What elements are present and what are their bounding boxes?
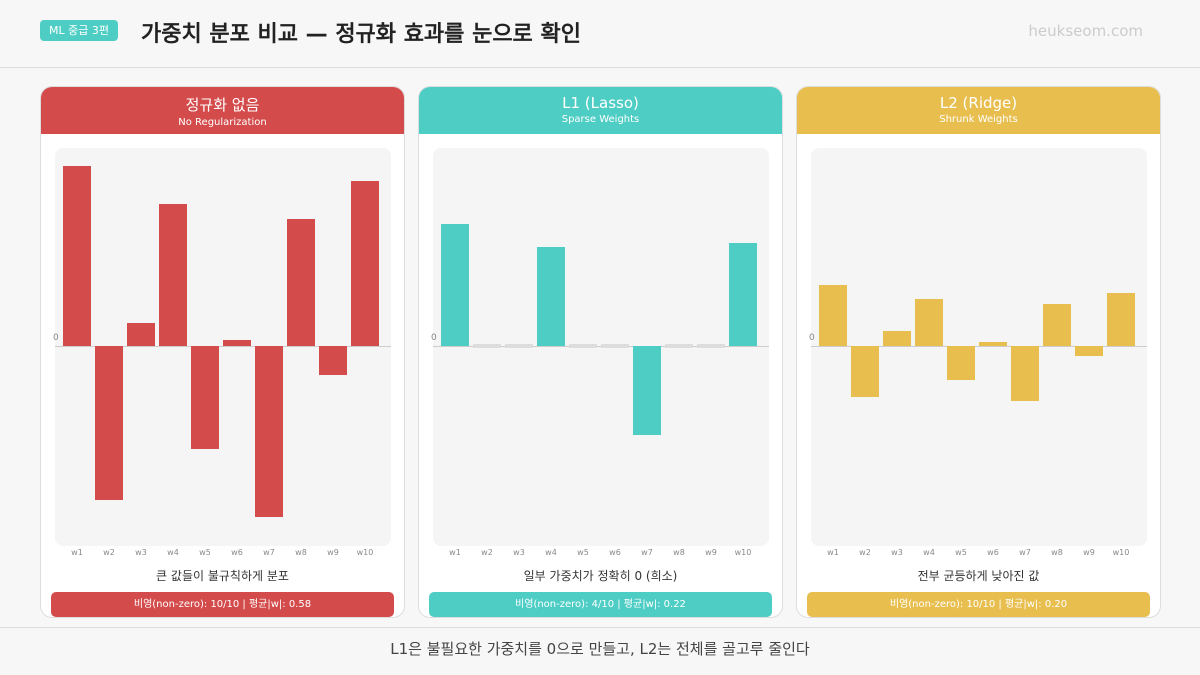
panel-title: 정규화 없음 bbox=[185, 96, 260, 114]
zero-line bbox=[55, 346, 391, 347]
panel-title: L1 (Lasso) bbox=[562, 94, 639, 112]
bar-w4 bbox=[159, 203, 187, 346]
bar-w8 bbox=[665, 344, 693, 348]
x-tick-label: w9 bbox=[705, 548, 717, 557]
site-watermark: heukseom.com bbox=[1028, 22, 1143, 40]
x-tick-label: w5 bbox=[955, 548, 967, 557]
bar-w5 bbox=[569, 344, 597, 348]
bar-w6 bbox=[223, 340, 251, 346]
x-tick-label: w2 bbox=[859, 548, 871, 557]
x-tick-label: w8 bbox=[295, 548, 307, 557]
x-tick-label: w9 bbox=[327, 548, 339, 557]
x-tick-label: w6 bbox=[231, 548, 243, 557]
panel-header: 정규화 없음 No Regularization bbox=[41, 87, 404, 134]
zero-tick-label: 0 bbox=[431, 333, 437, 343]
x-tick-label: w6 bbox=[987, 548, 999, 557]
x-tick-label: w9 bbox=[1083, 548, 1095, 557]
bar-w5 bbox=[947, 346, 975, 381]
panel-subtitle: No Regularization bbox=[178, 117, 267, 128]
panel-subtitle: Sparse Weights bbox=[561, 114, 640, 125]
bar-w3 bbox=[883, 330, 911, 346]
stat-bar: 비영(non-zero): 10/10 | 평균|w|: 0.20 bbox=[807, 592, 1150, 617]
x-tick-label: w5 bbox=[199, 548, 211, 557]
bar-w10 bbox=[729, 243, 757, 346]
bar-w1 bbox=[63, 165, 91, 346]
panel-header: L1 (Lasso) Sparse Weights bbox=[419, 87, 782, 134]
x-tick-label: w10 bbox=[1112, 548, 1130, 557]
x-tick-label: w2 bbox=[481, 548, 493, 557]
x-tick-label: w6 bbox=[609, 548, 621, 557]
panel-header: L2 (Ridge) Shrunk Weights bbox=[797, 87, 1160, 134]
stat-bar: 비영(non-zero): 4/10 | 평균|w|: 0.22 bbox=[429, 592, 772, 617]
zero-line bbox=[811, 346, 1147, 347]
x-tick-label: w10 bbox=[356, 548, 374, 557]
x-tick-label: w8 bbox=[673, 548, 685, 557]
x-tick-label: w10 bbox=[734, 548, 752, 557]
x-tick-label: w5 bbox=[577, 548, 589, 557]
x-tick-label: w1 bbox=[449, 548, 461, 557]
bar-w3 bbox=[505, 344, 533, 348]
chart-panel: L2 (Ridge) Shrunk Weights 0 전부 균등하게 낮아진 … bbox=[796, 86, 1161, 618]
bar-w8 bbox=[1043, 304, 1071, 346]
bar-w7 bbox=[255, 346, 283, 517]
panel-caption: 일부 가중치가 정확히 0 (희소) bbox=[523, 569, 678, 583]
bar-w2 bbox=[473, 344, 501, 348]
x-tick-label: w4 bbox=[545, 548, 557, 557]
x-tick-label: w8 bbox=[1051, 548, 1063, 557]
bar-w10 bbox=[351, 180, 379, 346]
x-tick-label: w3 bbox=[513, 548, 525, 557]
bar-w7 bbox=[633, 346, 661, 436]
x-tick-label: w7 bbox=[1019, 548, 1031, 557]
bar-w1 bbox=[441, 224, 469, 346]
bar-chart: 0 bbox=[53, 148, 391, 546]
panel-subtitle: Shrunk Weights bbox=[939, 114, 1018, 125]
bar-w2 bbox=[851, 346, 879, 398]
bar-w9 bbox=[697, 344, 725, 348]
bar-w4 bbox=[915, 298, 943, 346]
bar-chart: 0 bbox=[431, 148, 769, 546]
stat-bar: 비영(non-zero): 10/10 | 평균|w|: 0.58 bbox=[51, 592, 394, 617]
x-tick-label: w1 bbox=[827, 548, 839, 557]
footer-summary: L1은 불필요한 가중치를 0으로 만들고, L2는 전체를 골고루 줄인다 bbox=[0, 627, 1200, 675]
bar-w7 bbox=[1011, 346, 1039, 402]
x-tick-label: w7 bbox=[263, 548, 275, 557]
panel-title: L2 (Ridge) bbox=[939, 94, 1018, 112]
x-tick-label: w3 bbox=[891, 548, 903, 557]
bar-w10 bbox=[1107, 292, 1135, 346]
bar-w1 bbox=[819, 285, 847, 346]
bar-w2 bbox=[95, 346, 123, 500]
x-tick-label: w3 bbox=[135, 548, 147, 557]
bar-w5 bbox=[191, 346, 219, 449]
panel-caption: 큰 값들이 불규칙하게 분포 bbox=[156, 569, 289, 583]
header: ML 중급 3편 가중치 분포 비교 — 정규화 효과를 눈으로 확인 heuk… bbox=[0, 0, 1200, 68]
page-title: 가중치 분포 비교 — 정규화 효과를 눈으로 확인 bbox=[141, 22, 581, 47]
x-tick-label: w7 bbox=[641, 548, 653, 557]
zero-tick-label: 0 bbox=[53, 333, 59, 343]
panel-caption: 전부 균등하게 낮아진 값 bbox=[917, 569, 1040, 583]
bar-w9 bbox=[319, 346, 347, 375]
bar-w8 bbox=[287, 218, 315, 346]
bar-w9 bbox=[1075, 346, 1103, 356]
x-tick-label: w4 bbox=[167, 548, 179, 557]
chart-panel: 정규화 없음 No Regularization 0 큰 값들이 불규칙하게 분… bbox=[40, 86, 405, 618]
chart-panel: L1 (Lasso) Sparse Weights 0 일부 가중치가 정확히 … bbox=[418, 86, 783, 618]
bar-w6 bbox=[601, 344, 629, 348]
x-tick-label: w4 bbox=[923, 548, 935, 557]
bar-w6 bbox=[979, 342, 1007, 346]
series-badge: ML 중급 3편 bbox=[40, 20, 118, 41]
bar-chart: 0 bbox=[809, 148, 1147, 546]
bar-w4 bbox=[537, 247, 565, 346]
x-tick-label: w2 bbox=[103, 548, 115, 557]
x-tick-label: w1 bbox=[71, 548, 83, 557]
bar-w3 bbox=[127, 323, 155, 346]
zero-tick-label: 0 bbox=[809, 333, 815, 343]
